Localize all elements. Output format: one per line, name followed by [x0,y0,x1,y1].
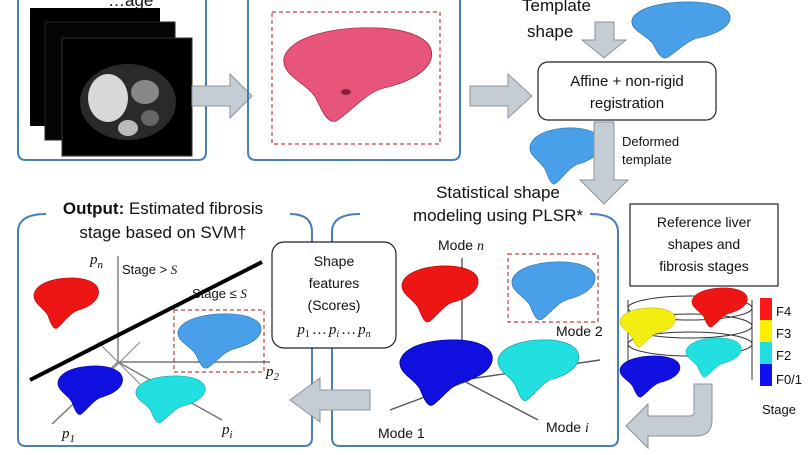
stage-gt-label: Stage > S [122,262,178,277]
arrow-segmentation-to-registration [469,72,533,120]
reference-line2: shapes and [668,236,740,252]
pi-label: pi [221,422,233,441]
ssm-liver-dark-blue [399,339,493,406]
template-liver-blue [631,1,731,59]
template-label-line1: Template [522,0,591,15]
input-images-panel: …age [17,0,207,161]
mode-i-label: Mode i [546,419,589,436]
legend-swatch-f2 [760,342,772,364]
output-title-line2: stage based on SVM† [79,223,246,242]
output-liver-dark-blue [57,365,123,415]
legend-label-f0-1: F0/1 [776,372,802,387]
reference-box [629,203,779,287]
mode-2-label: Mode 2 [556,323,603,339]
ssm-title-line1: Statistical shape [436,183,560,202]
arrow-registration-to-ssm [578,121,630,205]
mode-n-label: Mode n [438,237,484,254]
pn-label: pn [89,252,104,271]
p1-label: p1 [61,426,75,445]
reference-liver-stack [619,287,753,398]
ssm-liver-cyan [497,339,580,402]
features-line3: (Scores) [308,297,361,313]
shape-features-box [271,241,397,349]
legend-title: Stage [762,402,796,417]
reference-line1: Reference liver [657,214,751,230]
p2-label: p2 [265,364,280,383]
legend-label-f4: F4 [776,304,791,319]
output-title-line1: Output: Estimated fibrosis [63,199,263,218]
ssm-panel: Statistical shape modeling using PLSR* M… [331,183,619,447]
legend-label-f3: F3 [776,326,791,341]
features-line1: Shape [314,253,355,269]
registration-box [537,61,717,121]
output-liver-blue [177,313,262,369]
arrow-input-to-segmentation [191,72,253,120]
svm-decision-boundary [29,260,263,382]
reference-liver-red [691,287,748,328]
input-label: …age [108,0,153,10]
features-line2: features [309,275,360,291]
stage-legend: F4 F3 F2 F0/1 Stage [760,298,802,417]
output-dashed-box [173,309,265,373]
reference-liver-cyan [685,337,742,378]
ssm-dashed-box [507,253,599,323]
arrow-template-down [580,21,628,59]
registration-line2: registration [590,95,664,112]
reference-liver-dark-blue [619,355,681,398]
registration-line1: Affine + non-rigid [570,73,684,90]
legend-label-f2: F2 [776,348,791,363]
axis-mode-i [461,379,539,421]
ssm-title-line2: modeling using PLSR* [413,206,583,225]
segmentation-panel [247,0,461,161]
legend-swatch-f3 [760,320,772,342]
template-label-line2: shape [527,22,573,41]
legend-swatch-f4 [760,298,772,320]
mode-1-label: Mode 1 [378,425,425,441]
mri-image [80,64,176,140]
deformed-line2: template [622,152,672,167]
ssm-liver-blue [511,261,596,321]
deformed-template-liver [529,127,602,185]
reference-line3: fibrosis stages [659,258,748,274]
output-liver-red [33,277,99,329]
stage-le-label: Stage ≤ S [192,286,247,301]
legend-swatch-f0-1 [760,364,772,386]
ssm-liver-red [401,265,479,323]
arrow-reference-to-ssm [625,383,713,450]
arrow-ssm-to-output [289,377,371,423]
output-panel: Output: Estimated fibrosis stage based o… [17,199,313,447]
deformed-line1: Deformed [622,134,679,149]
segmented-liver-pink [283,27,433,123]
segmentation-dashed-box [271,11,441,145]
output-liver-cyan [135,375,206,424]
features-scores-formula: p1… pi… pn [296,322,370,340]
